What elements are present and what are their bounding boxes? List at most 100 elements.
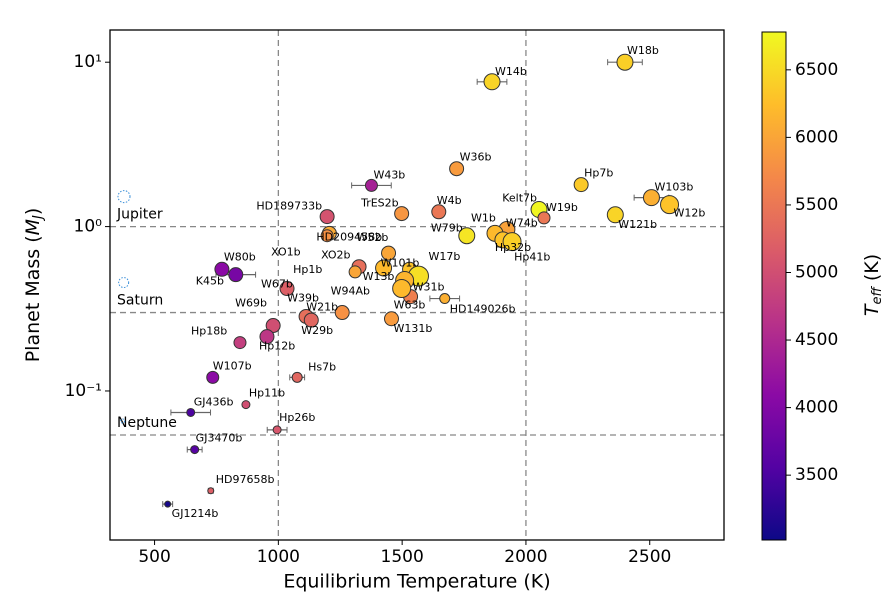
planet-point (431, 204, 447, 220)
planet-point (334, 305, 350, 321)
point-label: W103b (654, 181, 693, 194)
planet-point (272, 425, 282, 435)
colorbar (761, 31, 787, 541)
reference-label: Neptune (117, 415, 177, 431)
colorbar-tick-label: 6000 (795, 127, 838, 147)
reference-label: Saturn (117, 293, 163, 309)
point-label: Hp7b (584, 167, 613, 180)
cb-label-sub: eff (870, 286, 885, 305)
point-label: Hp26b (279, 411, 315, 424)
planet-point (458, 227, 476, 245)
planet-point (164, 500, 172, 508)
y-label-close: ) (22, 208, 44, 215)
point-label: HD149026b (450, 303, 516, 316)
point-label: W67b (261, 278, 293, 291)
point-label: Kelt7b (502, 192, 537, 205)
colorbar-label: Teff (K) (861, 254, 885, 316)
point-label: W107b (213, 359, 252, 372)
reference-icon (118, 277, 130, 289)
point-label: HD209458b (316, 230, 382, 243)
planet-point (241, 400, 251, 410)
point-label: W121b (618, 218, 657, 231)
planet-point (259, 329, 275, 345)
y-tick-label: 10¹ (74, 52, 102, 72)
planet-point (207, 487, 215, 495)
y-tick-label: 10⁰ (74, 217, 103, 237)
planet-point (394, 206, 410, 222)
planet-point (214, 261, 230, 277)
planet-point (449, 161, 465, 177)
x-tick-label: 500 (138, 547, 170, 567)
x-tick-label: 2500 (628, 547, 671, 567)
planet-point (483, 73, 501, 91)
points (162, 53, 680, 508)
planet-point (206, 370, 220, 384)
planet-point (642, 189, 660, 207)
point-label: W18b (627, 44, 659, 57)
point-label: W101b (381, 256, 420, 269)
point-label: W69b (235, 297, 267, 310)
planet-point (573, 177, 589, 193)
y-tick-label: 10⁻¹ (65, 381, 102, 401)
point-label: Hp12b (259, 340, 295, 353)
point-label: W12b (674, 207, 706, 220)
point-label: XO1b (271, 246, 300, 259)
reference-icon (120, 418, 126, 424)
planet-point (320, 229, 334, 243)
point-label: W17b (428, 250, 460, 263)
planet-point (375, 259, 393, 277)
point-label: W4b (437, 194, 462, 207)
point-label: W79b (431, 222, 463, 235)
planet-point (186, 407, 196, 417)
reference-label: Jupiter (116, 207, 163, 223)
colorbar-tick-label: 3500 (795, 465, 838, 485)
point-label: W13b (363, 270, 395, 283)
y-axis-label: Planet Mass (MJ) (22, 208, 46, 363)
point-label: W52b (357, 231, 389, 244)
planet-point (190, 445, 200, 455)
planet-point (381, 245, 397, 261)
point-label: GJ436b (194, 395, 234, 408)
point-label: W131b (393, 322, 432, 335)
planet-point (616, 53, 634, 71)
point-label: TrES2b (360, 197, 399, 210)
point-label: W36b (460, 151, 492, 164)
planet-point (233, 336, 247, 350)
cb-label-text: (K) (861, 254, 883, 287)
point-label: Hp41b (514, 251, 550, 264)
y-label-sub: J (31, 215, 46, 222)
point-label: W74b (506, 217, 538, 230)
point-label: Hp32b (495, 241, 531, 254)
x-tick-label: 2000 (504, 547, 547, 567)
point-label: HD189733b (256, 200, 322, 213)
point-label: K45b (196, 275, 224, 288)
planet-point (228, 267, 244, 283)
reference-icon (117, 190, 131, 204)
point-label: W43b (373, 168, 405, 181)
point-label: XO2b (321, 249, 350, 262)
point-label: W19b (546, 201, 578, 214)
planet-point (606, 206, 624, 224)
point-label: W29b (301, 324, 333, 337)
planet-point (279, 281, 295, 297)
colorbar-tick-label: 5000 (795, 262, 838, 282)
planet-point (537, 211, 551, 225)
colorbar-tick-label: 5500 (795, 195, 838, 215)
point-label: Hs7b (308, 360, 336, 373)
y-label-text: Planet Mass ( (22, 235, 44, 362)
y-label-symbol: M (22, 219, 44, 235)
colorbar-tick-label: 6500 (795, 60, 838, 80)
point-label: W31b (413, 280, 445, 293)
point-label: Hp11b (249, 387, 285, 400)
point-label: W80b (224, 250, 256, 263)
plot-frame (109, 29, 725, 541)
colorbar-tick-label: 4500 (795, 330, 838, 350)
point-label: W1b (471, 211, 496, 224)
planet-point (319, 209, 335, 225)
point-label: GJ1214b (172, 507, 219, 520)
x-tick-label: 1500 (381, 547, 424, 567)
colorbar-tick-label: 4000 (795, 398, 838, 418)
planet-point (291, 371, 303, 383)
